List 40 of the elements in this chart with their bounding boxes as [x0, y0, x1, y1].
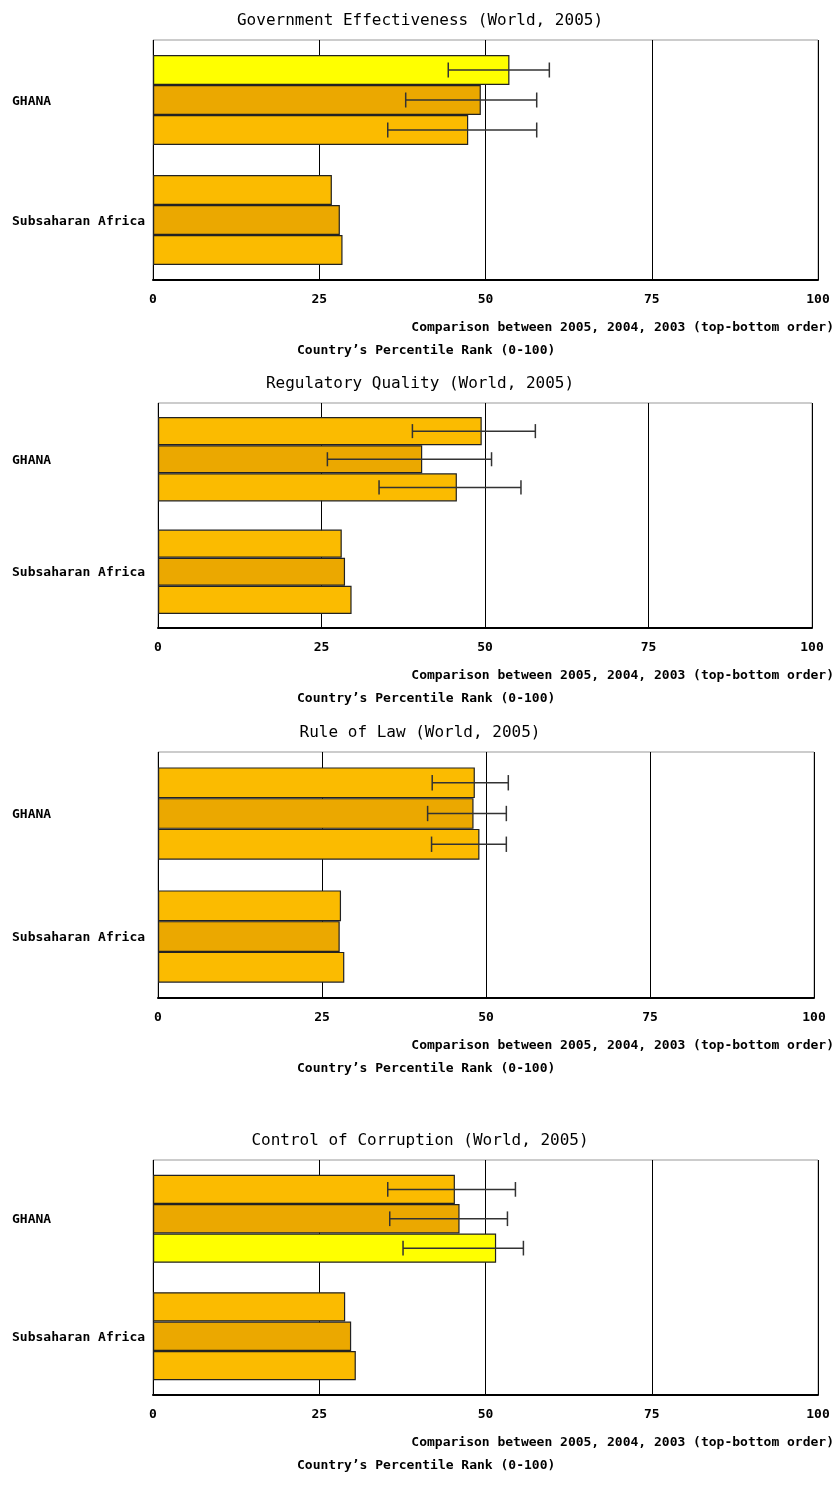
x-tick-label: 75 [643, 1406, 660, 1421]
text: Country’s Percentile Rank (0-100) [297, 1457, 556, 1472]
y-tick-label: Subsaharan Africa [12, 564, 146, 580]
x-tick-label: 0 [149, 1406, 158, 1421]
chart-title: Government Effectiveness (World, 2005) [236, 9, 604, 29]
y-tick-label: GHANA [12, 92, 52, 108]
x-axis-title: Comparison between 2005, 2004, 2003 (top-bottom order) [411, 1434, 834, 1449]
x-tick-label: 0 [154, 1009, 163, 1024]
x-tick-label: 25 [313, 639, 330, 654]
x-tick-label: 25 [311, 1406, 328, 1421]
y-tick-label: GHANA [12, 1211, 52, 1227]
x-tick-label: 75 [640, 639, 657, 654]
x-tick-label: 25 [311, 291, 328, 306]
x-tick-label: 50 [477, 1406, 494, 1421]
x-tick-label: 100 [806, 291, 830, 306]
x-tick-label: 75 [642, 1009, 658, 1024]
x-tick-label: 0 [154, 639, 163, 654]
chart-title: Regulatory Quality (World, 2005) [265, 372, 575, 392]
x-tick-label: 50 [477, 639, 493, 654]
text: Country’s Percentile Rank (0-100) [297, 690, 556, 705]
x-tick-label: 50 [477, 291, 494, 306]
chart-title: Rule of Law (World, 2005) [299, 721, 541, 741]
y-tick-label: Subsaharan Africa [12, 212, 146, 228]
chart-title: Control of Corruption (World, 2005) [251, 1129, 589, 1149]
x-tick-label: 50 [478, 1009, 494, 1024]
x-axis-title: Comparison between 2005, 2004, 2003 (top-bottom order) [411, 319, 834, 334]
y-tick-label: Subsaharan Africa [12, 929, 146, 944]
text: Country’s Percentile Rank (0-100) [297, 1060, 556, 1075]
y-tick-label: Subsaharan Africa [12, 1328, 146, 1344]
y-tick-label: GHANA [12, 806, 52, 821]
y-tick-label: GHANA [12, 451, 52, 467]
x-axis-title: Comparison between 2005, 2004, 2003 (top-bottom order) [411, 1037, 834, 1052]
x-tick-label: 0 [149, 291, 158, 306]
x-axis-title: Comparison between 2005, 2004, 2003 (top-bottom order) [411, 667, 834, 682]
x-tick-label: 100 [800, 639, 824, 654]
x-tick-label: 100 [806, 1406, 830, 1421]
x-tick-label: 100 [802, 1009, 826, 1024]
x-tick-label: 75 [643, 291, 660, 306]
x-tick-label: 25 [314, 1009, 330, 1024]
text: Country’s Percentile Rank (0-100) [297, 342, 556, 357]
